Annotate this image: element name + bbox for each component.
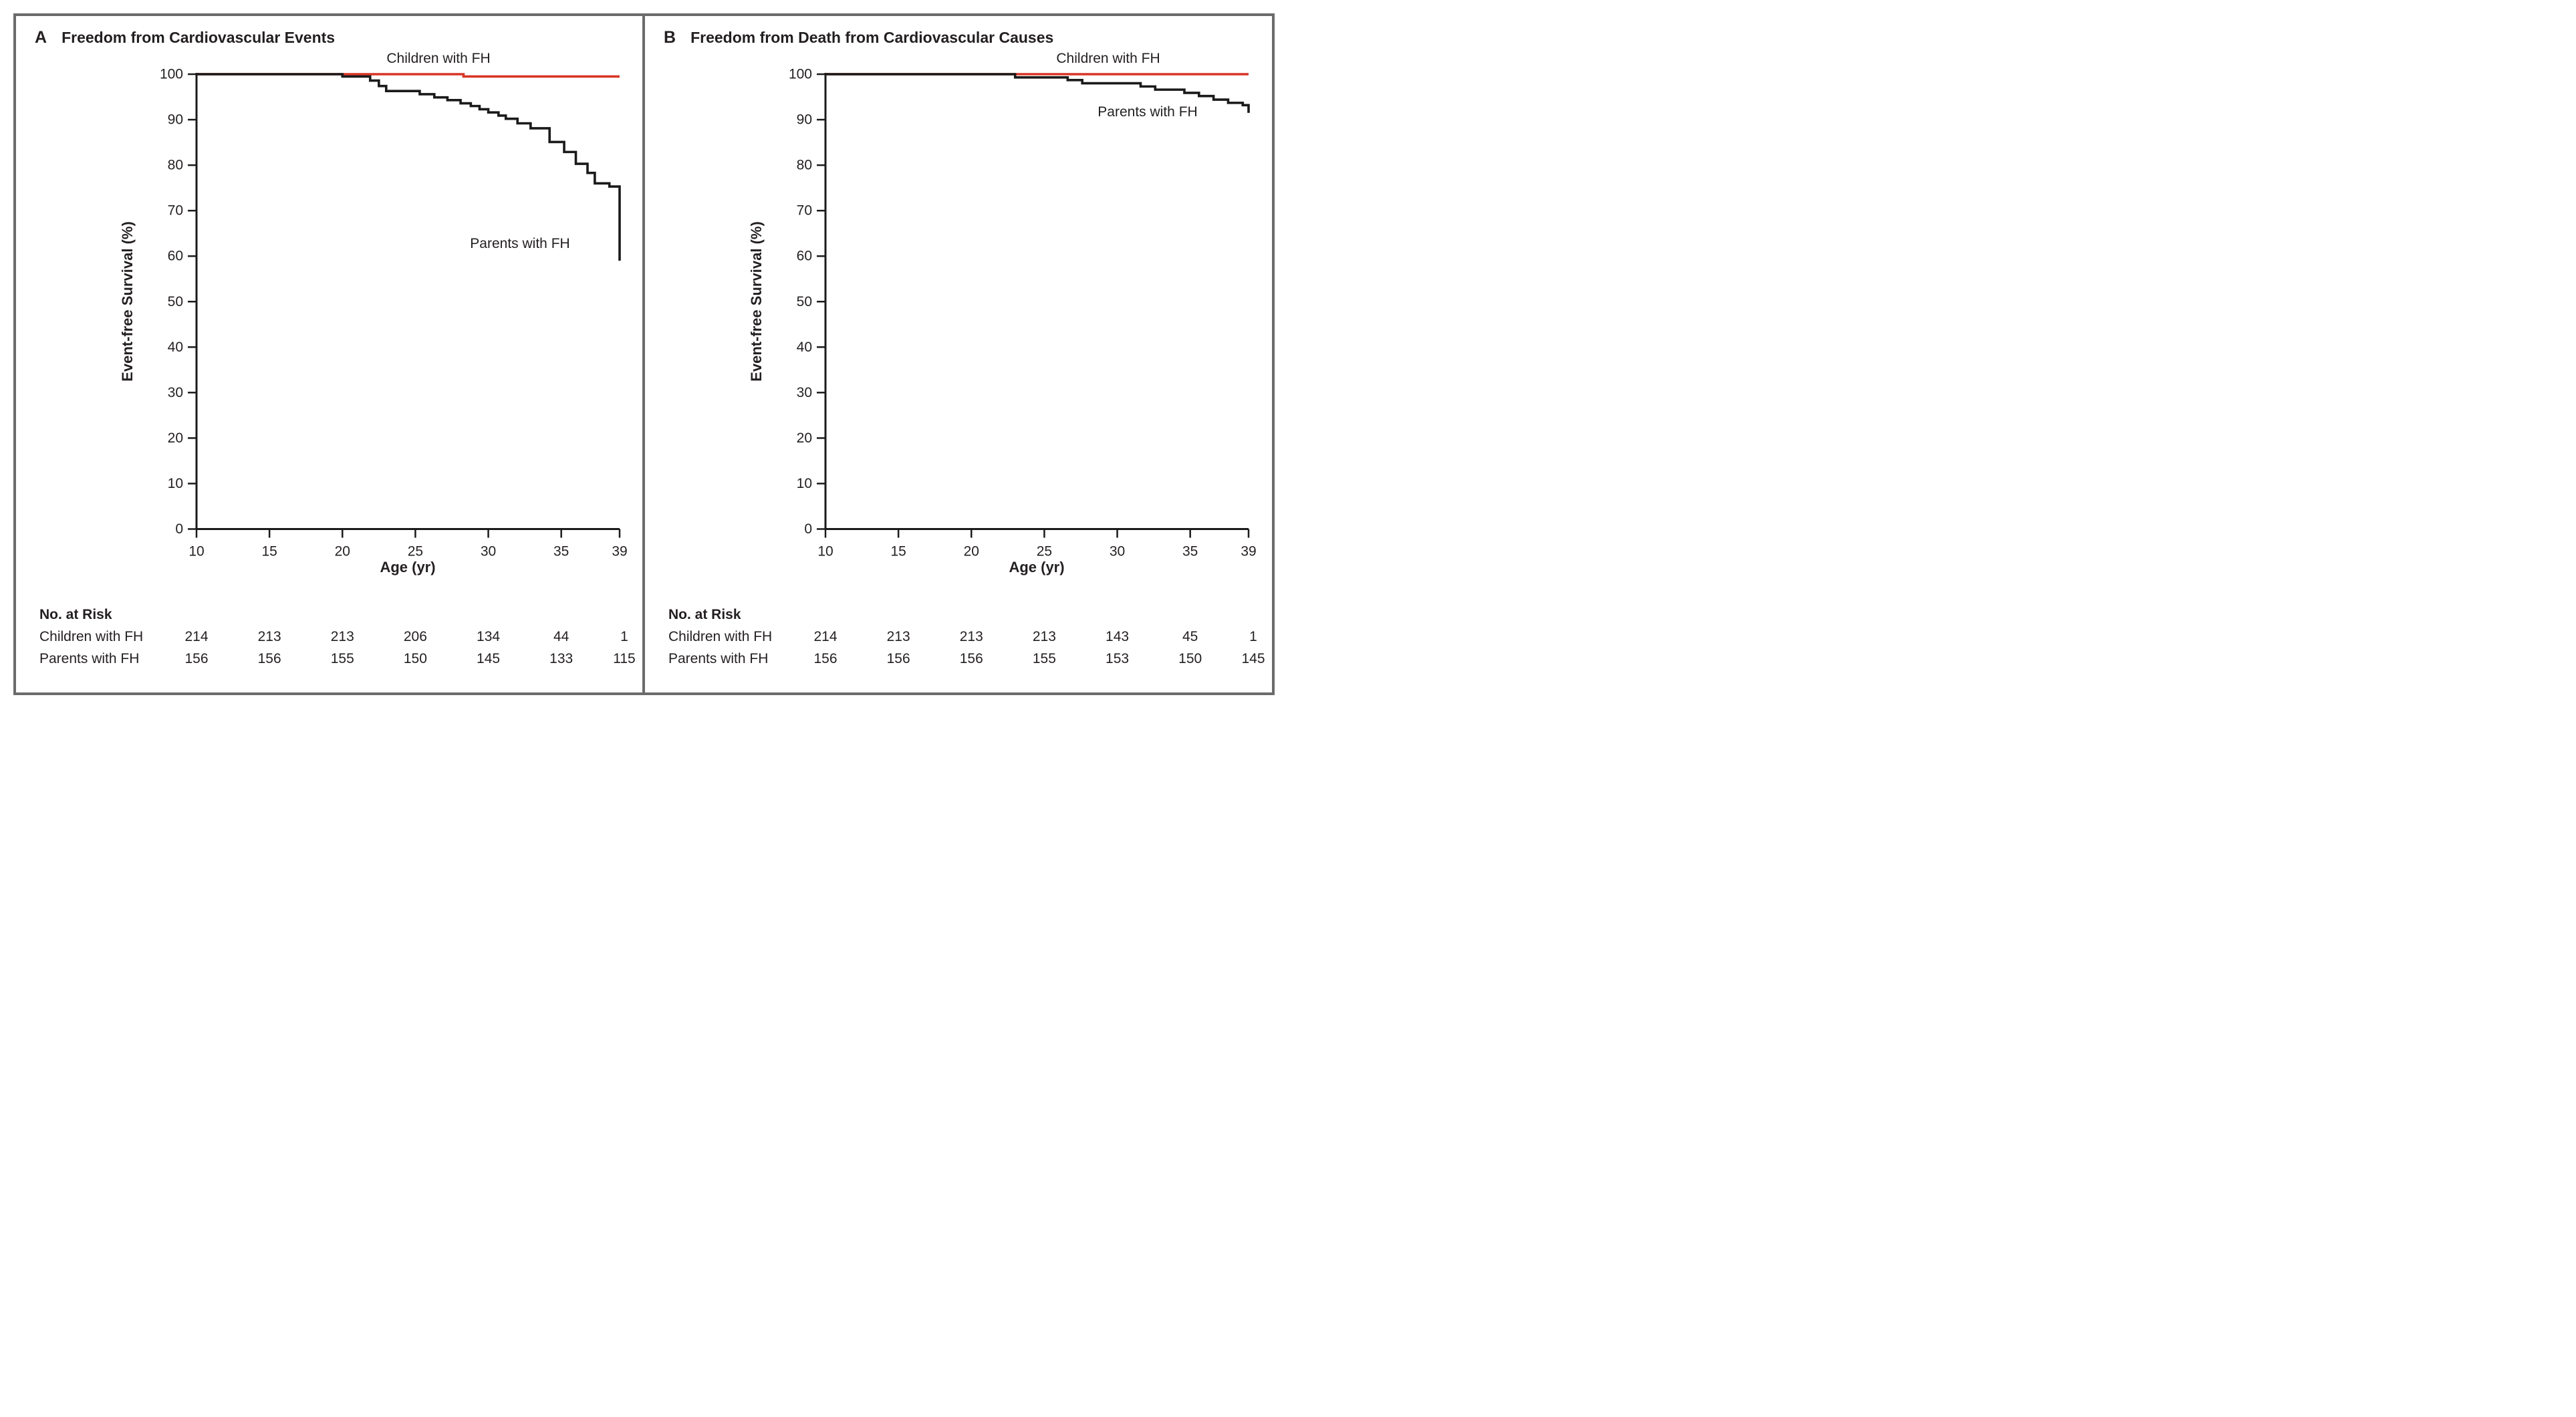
x-tick-label: 35 (1182, 544, 1198, 559)
x-tick-label: 30 (481, 544, 496, 559)
y-tick-label: 90 (168, 112, 183, 128)
x-tick-label: 39 (1241, 544, 1256, 559)
y-axis-title: Event-free Survival (%) (119, 221, 136, 382)
y-tick-label: 100 (160, 67, 183, 82)
x-axis-title: Age (yr) (380, 559, 436, 575)
x-tick-label: 25 (408, 544, 423, 559)
survival-plot-b: 0 10 20 30 40 50 60 70 80 90 100 10 15 20 25 30 35 39 (789, 67, 1257, 559)
x-tick-label: 30 (1110, 544, 1125, 559)
panel-a-letter: A (35, 28, 47, 47)
x-tick-label: 10 (817, 544, 833, 559)
y-tick-label: 20 (797, 430, 812, 446)
curve-label-children: Children with FH (1056, 51, 1160, 66)
x-tick-label: 35 (553, 544, 569, 559)
panel-a-title-text: Freedom from Cardiovascular Events (61, 29, 336, 46)
y-tick-label: 80 (797, 158, 812, 173)
panel-b-letter: B (664, 28, 676, 47)
curve-label-children: Children with FH (386, 51, 491, 66)
y-tick-label: 60 (168, 249, 183, 264)
y-tick-label: 50 (797, 294, 812, 309)
y-tick-label: 60 (797, 249, 812, 264)
x-tick-label: 20 (335, 544, 350, 559)
y-tick-label: 10 (168, 476, 183, 491)
panel-divider (642, 16, 645, 692)
y-tick-label: 80 (168, 158, 183, 173)
x-tick-label: 10 (188, 544, 204, 559)
y-tick-label: 70 (168, 203, 183, 219)
x-tick-label: 39 (612, 544, 627, 559)
y-tick-label: 50 (168, 294, 183, 309)
x-axis-title: Age (yr) (1009, 559, 1065, 575)
y-tick-label: 10 (797, 476, 812, 491)
y-tick-label: 30 (168, 385, 183, 400)
x-tick-label: 15 (890, 544, 906, 559)
survival-plot-a: 0 10 20 30 40 50 60 70 80 90 100 10 15 20 25 30 35 39 (160, 67, 628, 559)
survival-curve-parents (825, 73, 1250, 113)
y-axis-title: Event-free Survival (%) (748, 221, 765, 382)
panel-b-title-text: Freedom from Death from Cardiovascular C… (690, 29, 1054, 46)
survival-curve-parents (197, 73, 621, 261)
y-tick-label: 0 (175, 521, 183, 537)
curve-label-parents: Parents with FH (1098, 104, 1198, 120)
figure-frame: 0 10 20 30 40 50 60 70 80 90 100 10 15 20 25 30 35 39 A Fr… (13, 13, 1275, 695)
y-tick-label: 30 (797, 385, 812, 400)
x-tick-label: 15 (261, 544, 277, 559)
panel-b-title: B Freedom from Death from Cardiovascular … (664, 28, 1053, 47)
y-tick-label: 100 (789, 67, 812, 82)
x-tick-label: 20 (964, 544, 979, 559)
y-tick-label: 40 (797, 340, 812, 355)
y-tick-label: 70 (797, 203, 812, 219)
y-tick-label: 40 (168, 340, 183, 355)
panel-b: 0 10 20 30 40 50 60 70 80 90 100 10 15 20 25 30 35 39 B Fr… (645, 16, 1271, 692)
y-tick-label: 20 (168, 430, 183, 446)
x-tick-label: 25 (1037, 544, 1052, 559)
y-tick-label: 90 (797, 112, 812, 128)
panel-a: 0 10 20 30 40 50 60 70 80 90 100 10 15 20 25 30 35 39 A Fr… (16, 16, 642, 692)
curve-label-parents: Parents with FH (470, 236, 570, 251)
panel-a-title: A Freedom from Cardiovascular Events (35, 28, 335, 47)
y-tick-label: 0 (804, 521, 812, 537)
